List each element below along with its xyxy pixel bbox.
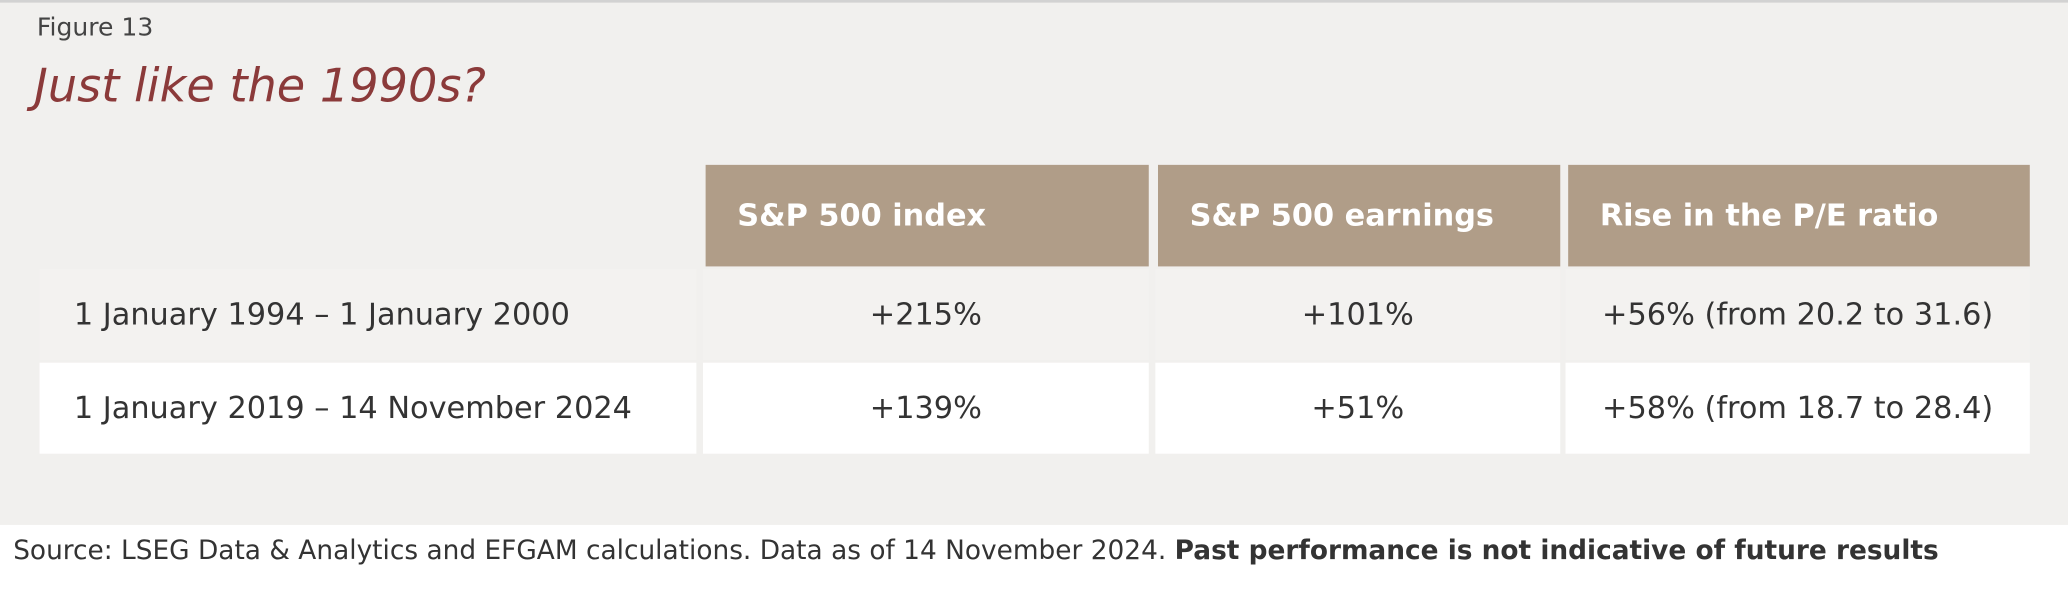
table-cell: +101% <box>1155 269 1561 361</box>
disclaimer: Past performance is not indicative of fu… <box>1174 534 1939 566</box>
header-cell: Rise in the P/E ratio <box>1568 164 2030 267</box>
title: Just like the 1990s? <box>34 60 486 114</box>
table-cell: +56% (from 20.2 to 31.6) <box>1565 269 2030 361</box>
table-cell: +51% <box>1155 362 1561 454</box>
header-cell: S&P 500 index <box>705 164 1149 267</box>
table-cell: +215% <box>702 269 1149 361</box>
header-cell: S&P 500 earnings <box>1157 164 1561 267</box>
table-cell: +58% (from 18.7 to 28.4) <box>1565 362 2030 454</box>
row-label: 1 January 1994 – 1 January 2000 <box>39 269 697 361</box>
figure-label: Figure 13 <box>36 13 154 43</box>
table-cell: +139% <box>702 362 1149 454</box>
source: Source: LSEG Data & Analytics and EFGAM … <box>13 534 1167 566</box>
panel: Figure 13 Just like the 1990s? S&P 500 i… <box>0 0 2068 525</box>
row-label: 1 January 2019 – 14 November 2024 <box>39 362 697 454</box>
footer: Source: LSEG Data & Analytics and EFGAM … <box>13 534 1938 566</box>
